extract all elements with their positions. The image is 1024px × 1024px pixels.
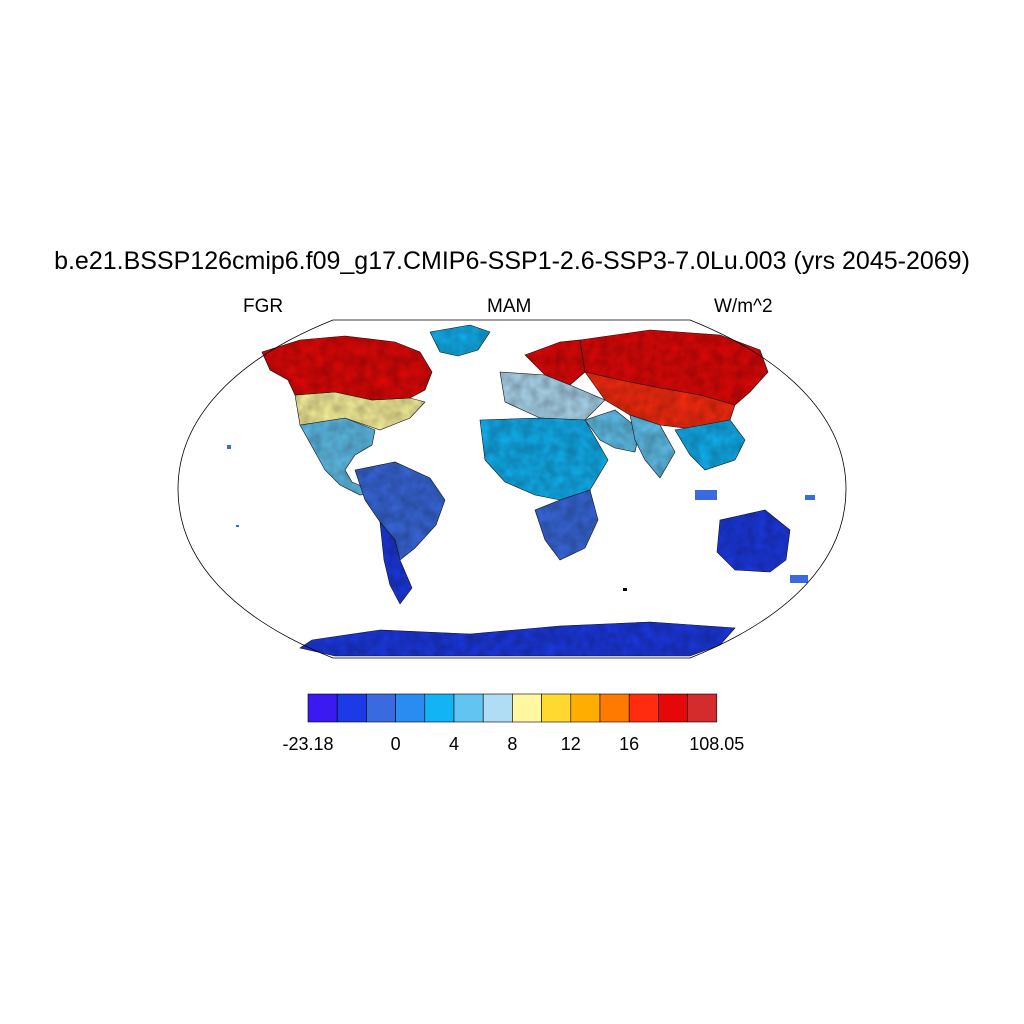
colorbar-tick-label: 8: [507, 734, 518, 754]
colorbar-swatch: [541, 693, 572, 723]
variable-label: FGR: [243, 296, 284, 317]
colorbar-swatch: [366, 693, 396, 723]
colorbar-swatch: [570, 693, 601, 723]
colorbar-swatch: [482, 693, 513, 723]
islands: [227, 445, 815, 591]
colorbar-tick-label: 4: [448, 734, 460, 754]
colorbar-swatch: [687, 693, 718, 723]
colorbar-tick-label: 16: [619, 734, 640, 754]
colorbar-tick-label: 0: [390, 734, 401, 754]
map-border: [177, 319, 847, 659]
colorbar-swatch: [307, 693, 338, 723]
colorbar-swatch: [628, 693, 659, 723]
colorbar: [307, 693, 718, 723]
colorbar-swatch: [336, 693, 367, 723]
colorbar-tick-label: 108.05: [689, 734, 745, 754]
colorbar-tick-label: 12: [560, 734, 581, 754]
colorbar-swatch: [424, 693, 455, 723]
season-label: MAM: [487, 296, 532, 317]
colorbar-swatch: [395, 693, 426, 723]
colorbar-swatch: [599, 693, 630, 723]
chart-title: b.e21.BSSP126cmip6.f09_g17.CMIP6-SSP1-2.…: [54, 247, 970, 275]
colorbar-tick-label: -23.18: [282, 734, 334, 754]
units-label: W/m^2: [714, 296, 773, 317]
colorbar-swatch: [512, 693, 542, 723]
colorbar-swatch: [453, 693, 484, 723]
colorbar-swatch: [658, 693, 688, 723]
